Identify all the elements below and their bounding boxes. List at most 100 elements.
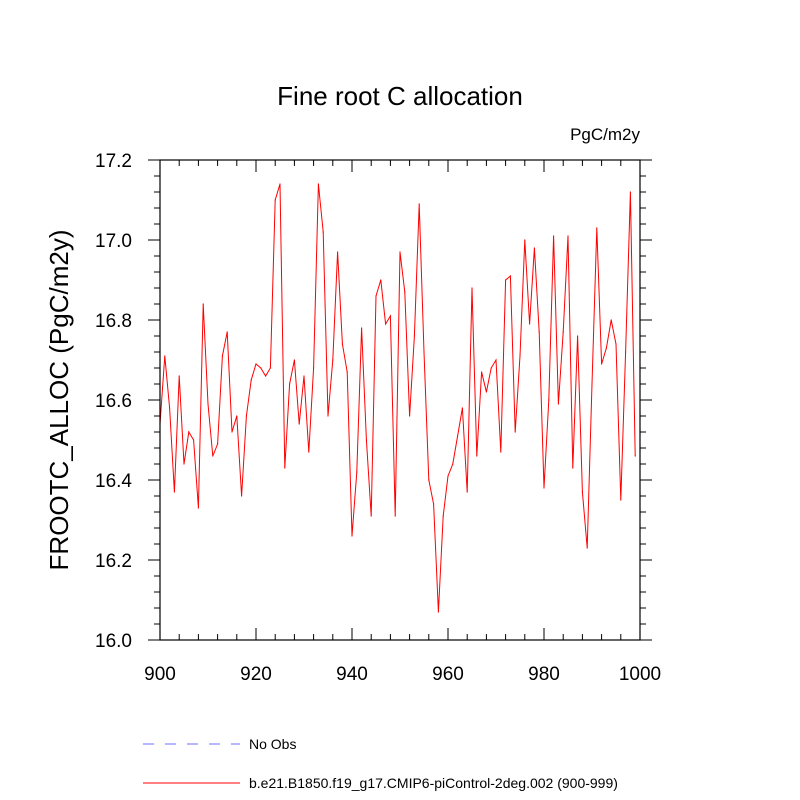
data-point	[365, 439, 367, 441]
x-tick-label: 920	[240, 664, 272, 685]
data-point	[346, 371, 348, 373]
data-point	[605, 347, 608, 349]
data-point	[221, 355, 223, 357]
data-point	[284, 467, 286, 469]
data-point	[591, 383, 593, 385]
data-point	[533, 247, 536, 249]
data-point	[452, 463, 454, 465]
data-point	[529, 323, 531, 325]
data-point	[553, 235, 555, 237]
data-point	[634, 455, 636, 457]
data-point	[457, 435, 459, 437]
data-point	[548, 399, 550, 401]
series-layer	[159, 183, 636, 613]
data-point	[476, 455, 478, 457]
data-point	[351, 535, 353, 537]
data-point	[505, 279, 507, 281]
data-point	[356, 471, 358, 473]
units-label: PgC/m2y	[570, 125, 640, 144]
y-tick-label: 16.8	[95, 311, 132, 332]
data-point	[437, 611, 439, 613]
data-point	[495, 359, 497, 361]
data-point	[418, 203, 420, 205]
data-point	[538, 331, 540, 333]
data-point	[178, 375, 180, 377]
data-point	[327, 415, 329, 417]
data-point	[293, 359, 295, 361]
x-tick-label: 980	[528, 664, 560, 685]
data-point	[337, 251, 339, 253]
data-point	[572, 467, 574, 469]
axis-ticks	[148, 159, 652, 641]
y-tick-label: 16.4	[95, 471, 132, 492]
y-tick-label: 17.0	[95, 231, 132, 252]
data-point	[341, 343, 343, 345]
data-point	[164, 355, 166, 357]
data-point	[466, 491, 468, 493]
data-point	[581, 491, 584, 493]
data-point	[169, 407, 171, 409]
data-point	[197, 507, 199, 509]
y-tick-label: 16.6	[95, 391, 132, 412]
data-point	[461, 407, 463, 409]
data-point	[370, 515, 372, 517]
data-point	[500, 451, 502, 453]
data-point	[409, 415, 411, 417]
data-point	[620, 499, 622, 501]
data-point	[303, 375, 305, 377]
legend-label-model-run: b.e21.B1850.f19_g17.CMIP6-piControl-2deg…	[249, 775, 618, 791]
data-point	[385, 323, 387, 325]
data-point	[173, 491, 175, 493]
data-point	[413, 335, 415, 337]
data-point	[428, 479, 430, 481]
data-point	[399, 251, 401, 253]
data-point	[625, 351, 627, 353]
data-point	[433, 503, 435, 505]
data-point	[207, 403, 209, 405]
data-point	[274, 199, 276, 201]
data-point	[442, 515, 444, 517]
chart-title: Fine root C allocation	[277, 81, 523, 111]
data-point	[361, 327, 363, 329]
data-point	[524, 239, 526, 241]
data-point	[236, 415, 238, 417]
x-tick-label: 960	[432, 664, 464, 685]
x-tick-label: 940	[336, 664, 368, 685]
data-point	[226, 331, 228, 333]
data-point	[332, 359, 334, 361]
data-point	[212, 455, 214, 457]
data-point	[485, 391, 487, 393]
data-point	[241, 495, 243, 497]
data-point	[245, 415, 247, 417]
data-point	[217, 443, 219, 445]
data-point	[193, 439, 195, 441]
data-point	[279, 183, 281, 185]
plot-frame	[159, 159, 641, 641]
data-point	[250, 379, 252, 381]
data-point	[557, 403, 560, 405]
data-point	[202, 303, 204, 305]
data-point	[481, 371, 483, 373]
data-point	[596, 227, 598, 229]
data-point	[615, 343, 617, 345]
data-point	[404, 291, 406, 293]
y-tick-label: 16.0	[95, 631, 132, 652]
data-point	[308, 451, 310, 453]
data-point	[601, 363, 603, 365]
data-point	[567, 235, 569, 237]
data-point	[509, 275, 511, 277]
data-point	[298, 423, 300, 425]
data-point	[447, 475, 449, 477]
data-point	[375, 295, 377, 297]
legend: No Obs b.e21.B1850.f19_g17.CMIP6-piContr…	[143, 736, 618, 791]
data-point	[260, 367, 262, 369]
data-point	[231, 431, 233, 433]
data-point	[514, 431, 516, 433]
data-point	[188, 431, 190, 433]
data-point	[265, 375, 267, 377]
data-point	[269, 367, 271, 369]
data-point	[255, 363, 257, 365]
data-point	[394, 515, 396, 517]
data-point	[289, 383, 291, 385]
tick-labels: 900 920 940 960 980 1000 16.0 16.2 16.4 16.6 16.8 1…	[95, 151, 661, 685]
